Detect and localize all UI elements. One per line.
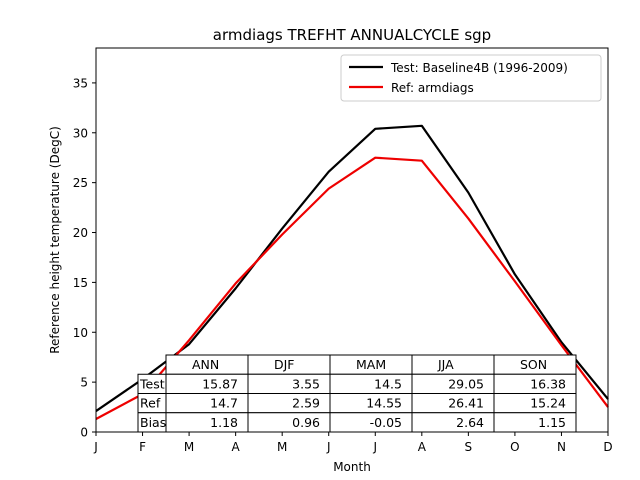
table-cell-value: 14.7 [210,396,238,411]
table-cell-value: 1.18 [210,415,238,430]
y-tick-label: 20 [73,226,88,240]
table-cell-value: 3.55 [292,376,320,391]
table-cell-value: 14.5 [374,376,402,391]
x-tick-label: N [557,440,566,454]
table-column-header: MAM [356,357,386,372]
table-cell-value: 1.15 [538,415,566,430]
table-column-header: JJA [437,357,454,372]
table-cell-value: 2.59 [292,396,320,411]
legend-test-label: Test: Baseline4B (1996-2009) [390,61,568,75]
table-cell-value: 15.24 [530,396,566,411]
y-tick-label: 15 [73,276,88,290]
table-row-label: Bias [140,415,166,430]
x-tick-label: O [510,440,519,454]
y-axis-label: Reference height temperature (DegC) [48,126,62,354]
y-tick-label: 30 [73,126,88,140]
table-cell-value: 14.55 [366,396,402,411]
table-row-label: Test [139,376,165,391]
y-tick-label: 10 [73,326,88,340]
table-column-header: DJF [274,357,295,372]
stats-table: ANN DJF MAM JJA SON Test 15.87 3.55 14.5 29.05 16.… [137,354,577,433]
table-cell-value: 29.05 [448,376,484,391]
x-tick-label: J [326,440,331,454]
x-axis-label: Month [333,460,371,474]
axes-frame [95,47,609,433]
y-tick-label: 0 [80,426,88,440]
table-column-header: ANN [192,357,219,372]
y-tick-label: 25 [73,176,88,190]
plot-area: ANN DJF MAM JJA SON Test 15.87 3.55 14.5 29.05 16.… [95,47,609,433]
y-tick-label: 35 [73,76,88,90]
legend: Test: Baseline4B (1996-2009) Ref: armdia… [340,54,602,102]
x-tick-label: A [232,440,241,454]
x-tick-label: J [372,440,377,454]
table-row-label: Ref [140,396,161,411]
table-cell-value: 0.96 [292,415,320,430]
table-cell-value: 15.87 [202,376,238,391]
x-tick-label: F [139,440,146,454]
ref-series-line [95,156,609,420]
x-tick-label: J [93,440,98,454]
table-cell-value: 16.38 [530,376,566,391]
table-cell-value: 26.41 [448,396,484,411]
y-axis: 0 5 10 15 20 25 30 35 [73,76,96,440]
x-tick-label: M [277,440,287,454]
legend-box [340,54,602,102]
table-column-header: SON [520,357,547,372]
y-tick-label: 5 [80,376,88,390]
x-tick-label: D [603,440,612,454]
table-cell-value: -0.05 [370,415,402,430]
chart-title: armdiags TREFHT ANNUALCYCLE sgp [213,26,491,44]
x-tick-label: M [184,440,194,454]
legend-ref-label: Ref: armdiags [391,81,474,95]
table-cell-value: 2.64 [456,415,484,430]
x-tick-label: A [418,440,427,454]
x-tick-label: S [465,440,473,454]
